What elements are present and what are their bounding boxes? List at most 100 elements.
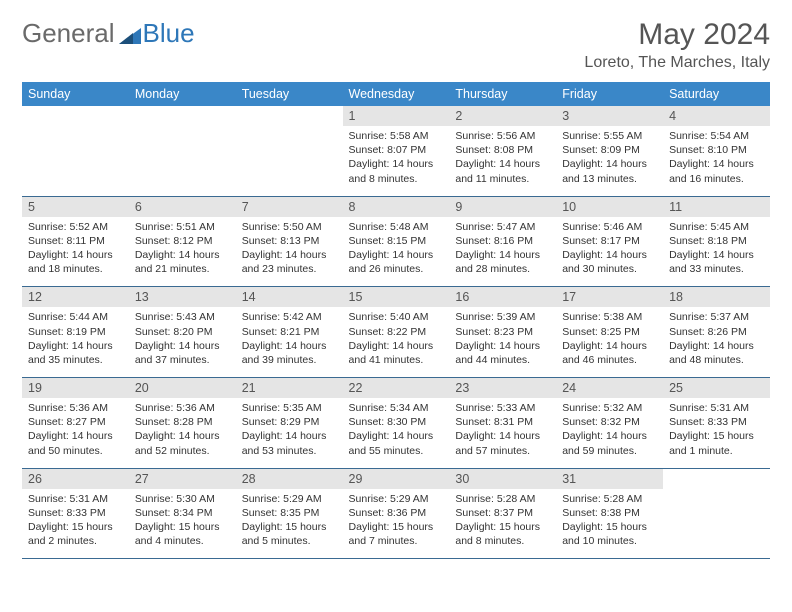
day-body <box>129 112 236 170</box>
sunrise-line: Sunrise: 5:28 AM <box>455 492 550 506</box>
sunset-value: 8:34 PM <box>173 507 212 519</box>
sunset-label: Sunset: <box>669 416 705 428</box>
daylight-label: Daylight: <box>455 521 496 533</box>
day-number: 28 <box>236 469 343 489</box>
daylight-line: Daylight: 14 hours and 37 minutes. <box>135 339 230 367</box>
day-number: 9 <box>449 197 556 217</box>
sunset-line: Sunset: 8:38 PM <box>562 506 657 520</box>
calendar-row: 12Sunrise: 5:44 AMSunset: 8:19 PMDayligh… <box>22 287 770 378</box>
day-number: 29 <box>343 469 450 489</box>
daylight-label: Daylight: <box>669 249 710 261</box>
day-body: Sunrise: 5:40 AMSunset: 8:22 PMDaylight:… <box>343 307 450 377</box>
daylight-line: Daylight: 14 hours and 18 minutes. <box>28 248 123 276</box>
daylight-line: Daylight: 14 hours and 53 minutes. <box>242 429 337 457</box>
sunset-label: Sunset: <box>562 507 598 519</box>
sunset-label: Sunset: <box>669 326 705 338</box>
sunset-label: Sunset: <box>135 235 171 247</box>
day-number: 18 <box>663 287 770 307</box>
sunrise-value: 5:32 AM <box>604 402 643 414</box>
logo: General Blue <box>22 18 195 49</box>
sunrise-label: Sunrise: <box>28 402 67 414</box>
daylight-line: Daylight: 14 hours and 13 minutes. <box>562 157 657 185</box>
day-number: 25 <box>663 378 770 398</box>
sunrise-label: Sunrise: <box>349 130 388 142</box>
sunset-line: Sunset: 8:28 PM <box>135 415 230 429</box>
sunrise-value: 5:58 AM <box>390 130 429 142</box>
daylight-line: Daylight: 15 hours and 1 minute. <box>669 429 764 457</box>
sunset-line: Sunset: 8:26 PM <box>669 325 764 339</box>
day-body: Sunrise: 5:44 AMSunset: 8:19 PMDaylight:… <box>22 307 129 377</box>
day-body: Sunrise: 5:52 AMSunset: 8:11 PMDaylight:… <box>22 217 129 287</box>
calendar-cell: 28Sunrise: 5:29 AMSunset: 8:35 PMDayligh… <box>236 468 343 559</box>
sunrise-label: Sunrise: <box>455 493 494 505</box>
sunset-value: 8:32 PM <box>601 416 640 428</box>
calendar: SundayMondayTuesdayWednesdayThursdayFrid… <box>22 82 770 559</box>
logo-triangle-icon <box>119 26 141 46</box>
sunrise-line: Sunrise: 5:39 AM <box>455 310 550 324</box>
sunrise-label: Sunrise: <box>28 311 67 323</box>
day-number: 4 <box>663 106 770 126</box>
daylight-label: Daylight: <box>135 340 176 352</box>
daylight-label: Daylight: <box>669 158 710 170</box>
daylight-label: Daylight: <box>562 430 603 442</box>
sunset-value: 8:20 PM <box>173 326 212 338</box>
calendar-cell: 13Sunrise: 5:43 AMSunset: 8:20 PMDayligh… <box>129 287 236 378</box>
sunset-value: 8:13 PM <box>280 235 319 247</box>
logo-text-blue: Blue <box>143 18 195 49</box>
day-body: Sunrise: 5:36 AMSunset: 8:28 PMDaylight:… <box>129 398 236 468</box>
sunset-line: Sunset: 8:16 PM <box>455 234 550 248</box>
sunrise-line: Sunrise: 5:45 AM <box>669 220 764 234</box>
sunset-label: Sunset: <box>135 416 171 428</box>
sunset-line: Sunset: 8:32 PM <box>562 415 657 429</box>
calendar-cell: 8Sunrise: 5:48 AMSunset: 8:15 PMDaylight… <box>343 196 450 287</box>
sunrise-line: Sunrise: 5:31 AM <box>669 401 764 415</box>
sunset-value: 8:36 PM <box>387 507 426 519</box>
sunrise-label: Sunrise: <box>135 221 174 233</box>
daylight-label: Daylight: <box>349 430 390 442</box>
sunrise-value: 5:56 AM <box>497 130 536 142</box>
daylight-line: Daylight: 14 hours and 48 minutes. <box>669 339 764 367</box>
sunset-line: Sunset: 8:13 PM <box>242 234 337 248</box>
sunrise-label: Sunrise: <box>562 221 601 233</box>
day-body: Sunrise: 5:36 AMSunset: 8:27 PMDaylight:… <box>22 398 129 468</box>
day-body: Sunrise: 5:47 AMSunset: 8:16 PMDaylight:… <box>449 217 556 287</box>
day-number: 1 <box>343 106 450 126</box>
sunrise-value: 5:44 AM <box>69 311 108 323</box>
sunrise-value: 5:45 AM <box>711 221 750 233</box>
sunset-label: Sunset: <box>28 416 64 428</box>
daylight-line: Daylight: 14 hours and 50 minutes. <box>28 429 123 457</box>
daylight-label: Daylight: <box>562 249 603 261</box>
calendar-cell <box>663 468 770 559</box>
day-body: Sunrise: 5:29 AMSunset: 8:36 PMDaylight:… <box>343 489 450 559</box>
sunrise-value: 5:40 AM <box>390 311 429 323</box>
calendar-cell: 19Sunrise: 5:36 AMSunset: 8:27 PMDayligh… <box>22 378 129 469</box>
calendar-cell: 21Sunrise: 5:35 AMSunset: 8:29 PMDayligh… <box>236 378 343 469</box>
day-body: Sunrise: 5:45 AMSunset: 8:18 PMDaylight:… <box>663 217 770 287</box>
calendar-cell: 15Sunrise: 5:40 AMSunset: 8:22 PMDayligh… <box>343 287 450 378</box>
calendar-cell: 29Sunrise: 5:29 AMSunset: 8:36 PMDayligh… <box>343 468 450 559</box>
sunset-line: Sunset: 8:18 PM <box>669 234 764 248</box>
sunrise-value: 5:30 AM <box>176 493 215 505</box>
sunrise-line: Sunrise: 5:30 AM <box>135 492 230 506</box>
day-body: Sunrise: 5:50 AMSunset: 8:13 PMDaylight:… <box>236 217 343 287</box>
sunrise-value: 5:29 AM <box>283 493 322 505</box>
sunset-value: 8:23 PM <box>494 326 533 338</box>
sunrise-line: Sunrise: 5:36 AM <box>135 401 230 415</box>
sunrise-value: 5:31 AM <box>69 493 108 505</box>
calendar-cell: 10Sunrise: 5:46 AMSunset: 8:17 PMDayligh… <box>556 196 663 287</box>
sunset-value: 8:26 PM <box>708 326 747 338</box>
daylight-label: Daylight: <box>28 430 69 442</box>
calendar-cell: 7Sunrise: 5:50 AMSunset: 8:13 PMDaylight… <box>236 196 343 287</box>
day-number: 16 <box>449 287 556 307</box>
sunrise-line: Sunrise: 5:43 AM <box>135 310 230 324</box>
sunset-line: Sunset: 8:19 PM <box>28 325 123 339</box>
sunrise-label: Sunrise: <box>562 493 601 505</box>
day-number: 23 <box>449 378 556 398</box>
sunrise-value: 5:31 AM <box>711 402 750 414</box>
calendar-cell: 23Sunrise: 5:33 AMSunset: 8:31 PMDayligh… <box>449 378 556 469</box>
calendar-cell: 5Sunrise: 5:52 AMSunset: 8:11 PMDaylight… <box>22 196 129 287</box>
sunset-line: Sunset: 8:15 PM <box>349 234 444 248</box>
weekday-header: Thursday <box>449 82 556 106</box>
sunrise-label: Sunrise: <box>242 221 281 233</box>
sunrise-line: Sunrise: 5:37 AM <box>669 310 764 324</box>
